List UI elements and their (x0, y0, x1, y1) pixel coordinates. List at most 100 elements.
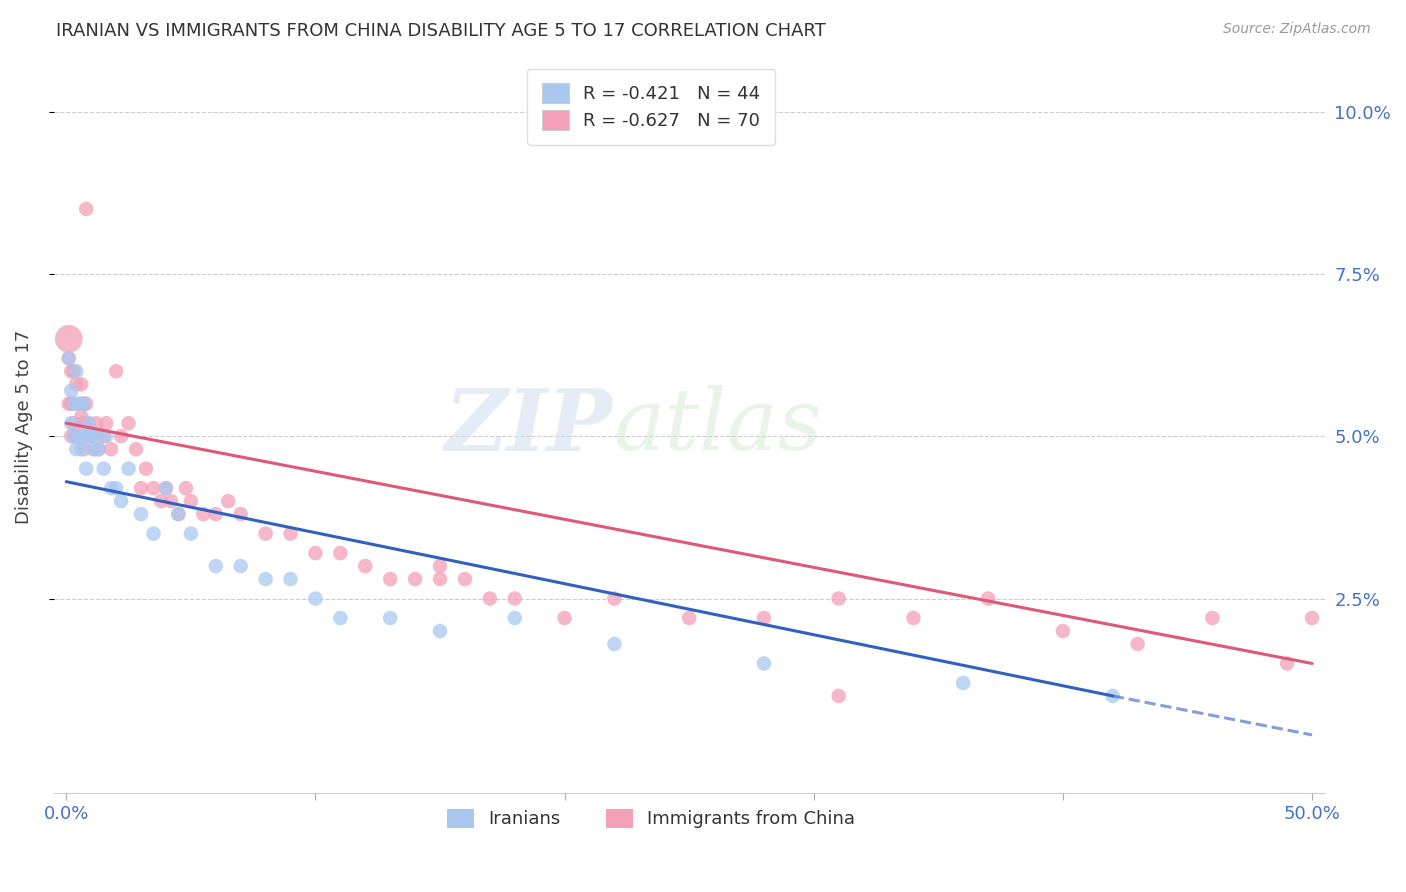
Point (678, 611, 700, 625)
Point (503, 611, 526, 625)
Point (96, 429, 118, 443)
Point (73, 442, 96, 457)
Point (58, 351, 80, 366)
Point (67, 429, 90, 443)
Text: atlas: atlas (613, 385, 823, 467)
Point (429, 559, 451, 574)
Point (70, 377, 93, 392)
Text: IRANIAN VS IMMIGRANTS FROM CHINA DISABILITY AGE 5 TO 17 CORRELATION CHART: IRANIAN VS IMMIGRANTS FROM CHINA DISABIL… (56, 22, 827, 40)
Point (83, 442, 105, 457)
Point (977, 591, 1000, 606)
Point (229, 507, 252, 521)
Point (62, 364, 84, 378)
Point (155, 481, 177, 495)
Point (70, 442, 93, 457)
Point (1275, 657, 1298, 671)
Point (62, 397, 84, 411)
Point (603, 637, 626, 651)
Point (65, 364, 87, 378)
Point (58, 351, 80, 366)
Point (229, 559, 252, 574)
Point (217, 494, 239, 508)
Point (62, 429, 84, 443)
Point (404, 572, 426, 586)
Point (87, 442, 110, 457)
Point (62, 416, 84, 430)
Point (1201, 611, 1223, 625)
Point (478, 591, 501, 606)
Point (155, 481, 177, 495)
Point (75, 429, 97, 443)
Point (193, 507, 215, 521)
Point (125, 442, 148, 457)
Point (180, 526, 202, 541)
Point (174, 481, 197, 495)
Point (77, 416, 100, 430)
Point (952, 676, 974, 690)
Point (77, 416, 100, 430)
Point (160, 494, 183, 508)
Point (67, 397, 90, 411)
Point (135, 461, 157, 475)
Point (167, 507, 190, 521)
Point (204, 559, 226, 574)
Point (142, 481, 165, 495)
Text: Source: ZipAtlas.com: Source: ZipAtlas.com (1223, 22, 1371, 37)
Point (603, 591, 626, 606)
Point (70, 409, 93, 424)
Point (503, 591, 526, 606)
Point (827, 591, 849, 606)
Point (180, 494, 202, 508)
Point (167, 507, 190, 521)
Point (304, 591, 326, 606)
Point (380, 611, 402, 625)
Y-axis label: Disability Age 5 to 17: Disability Age 5 to 17 (15, 329, 32, 524)
Point (80, 429, 103, 443)
Point (752, 657, 775, 671)
Point (280, 526, 302, 541)
Point (105, 481, 128, 495)
Point (554, 611, 576, 625)
Point (75, 397, 97, 411)
Point (60, 429, 83, 443)
Point (149, 494, 172, 508)
Point (117, 461, 139, 475)
Point (65, 429, 87, 443)
Point (110, 494, 132, 508)
Point (65, 442, 87, 457)
Point (329, 611, 352, 625)
Point (1301, 611, 1323, 625)
Point (87, 442, 110, 457)
Point (75, 429, 97, 443)
Point (354, 559, 377, 574)
Point (454, 572, 477, 586)
Point (73, 397, 96, 411)
Point (129, 507, 152, 521)
Point (105, 364, 128, 378)
Point (429, 624, 451, 638)
Point (70, 397, 93, 411)
Point (304, 546, 326, 560)
Point (67, 429, 90, 443)
Point (1052, 624, 1074, 638)
Point (827, 689, 849, 703)
Point (58, 332, 80, 346)
Point (75, 202, 97, 216)
Point (254, 572, 277, 586)
Point (60, 384, 83, 398)
Legend: Iranians, Immigrants from China: Iranians, Immigrants from China (440, 801, 862, 836)
Point (84, 416, 107, 430)
Point (58, 397, 80, 411)
Point (204, 507, 226, 521)
Point (1101, 689, 1123, 703)
Point (84, 429, 107, 443)
Text: ZIP: ZIP (446, 384, 613, 468)
Point (75, 461, 97, 475)
Point (752, 611, 775, 625)
Point (329, 546, 352, 560)
Point (73, 429, 96, 443)
Point (1126, 637, 1149, 651)
Point (280, 572, 302, 586)
Point (100, 442, 122, 457)
Point (129, 481, 152, 495)
